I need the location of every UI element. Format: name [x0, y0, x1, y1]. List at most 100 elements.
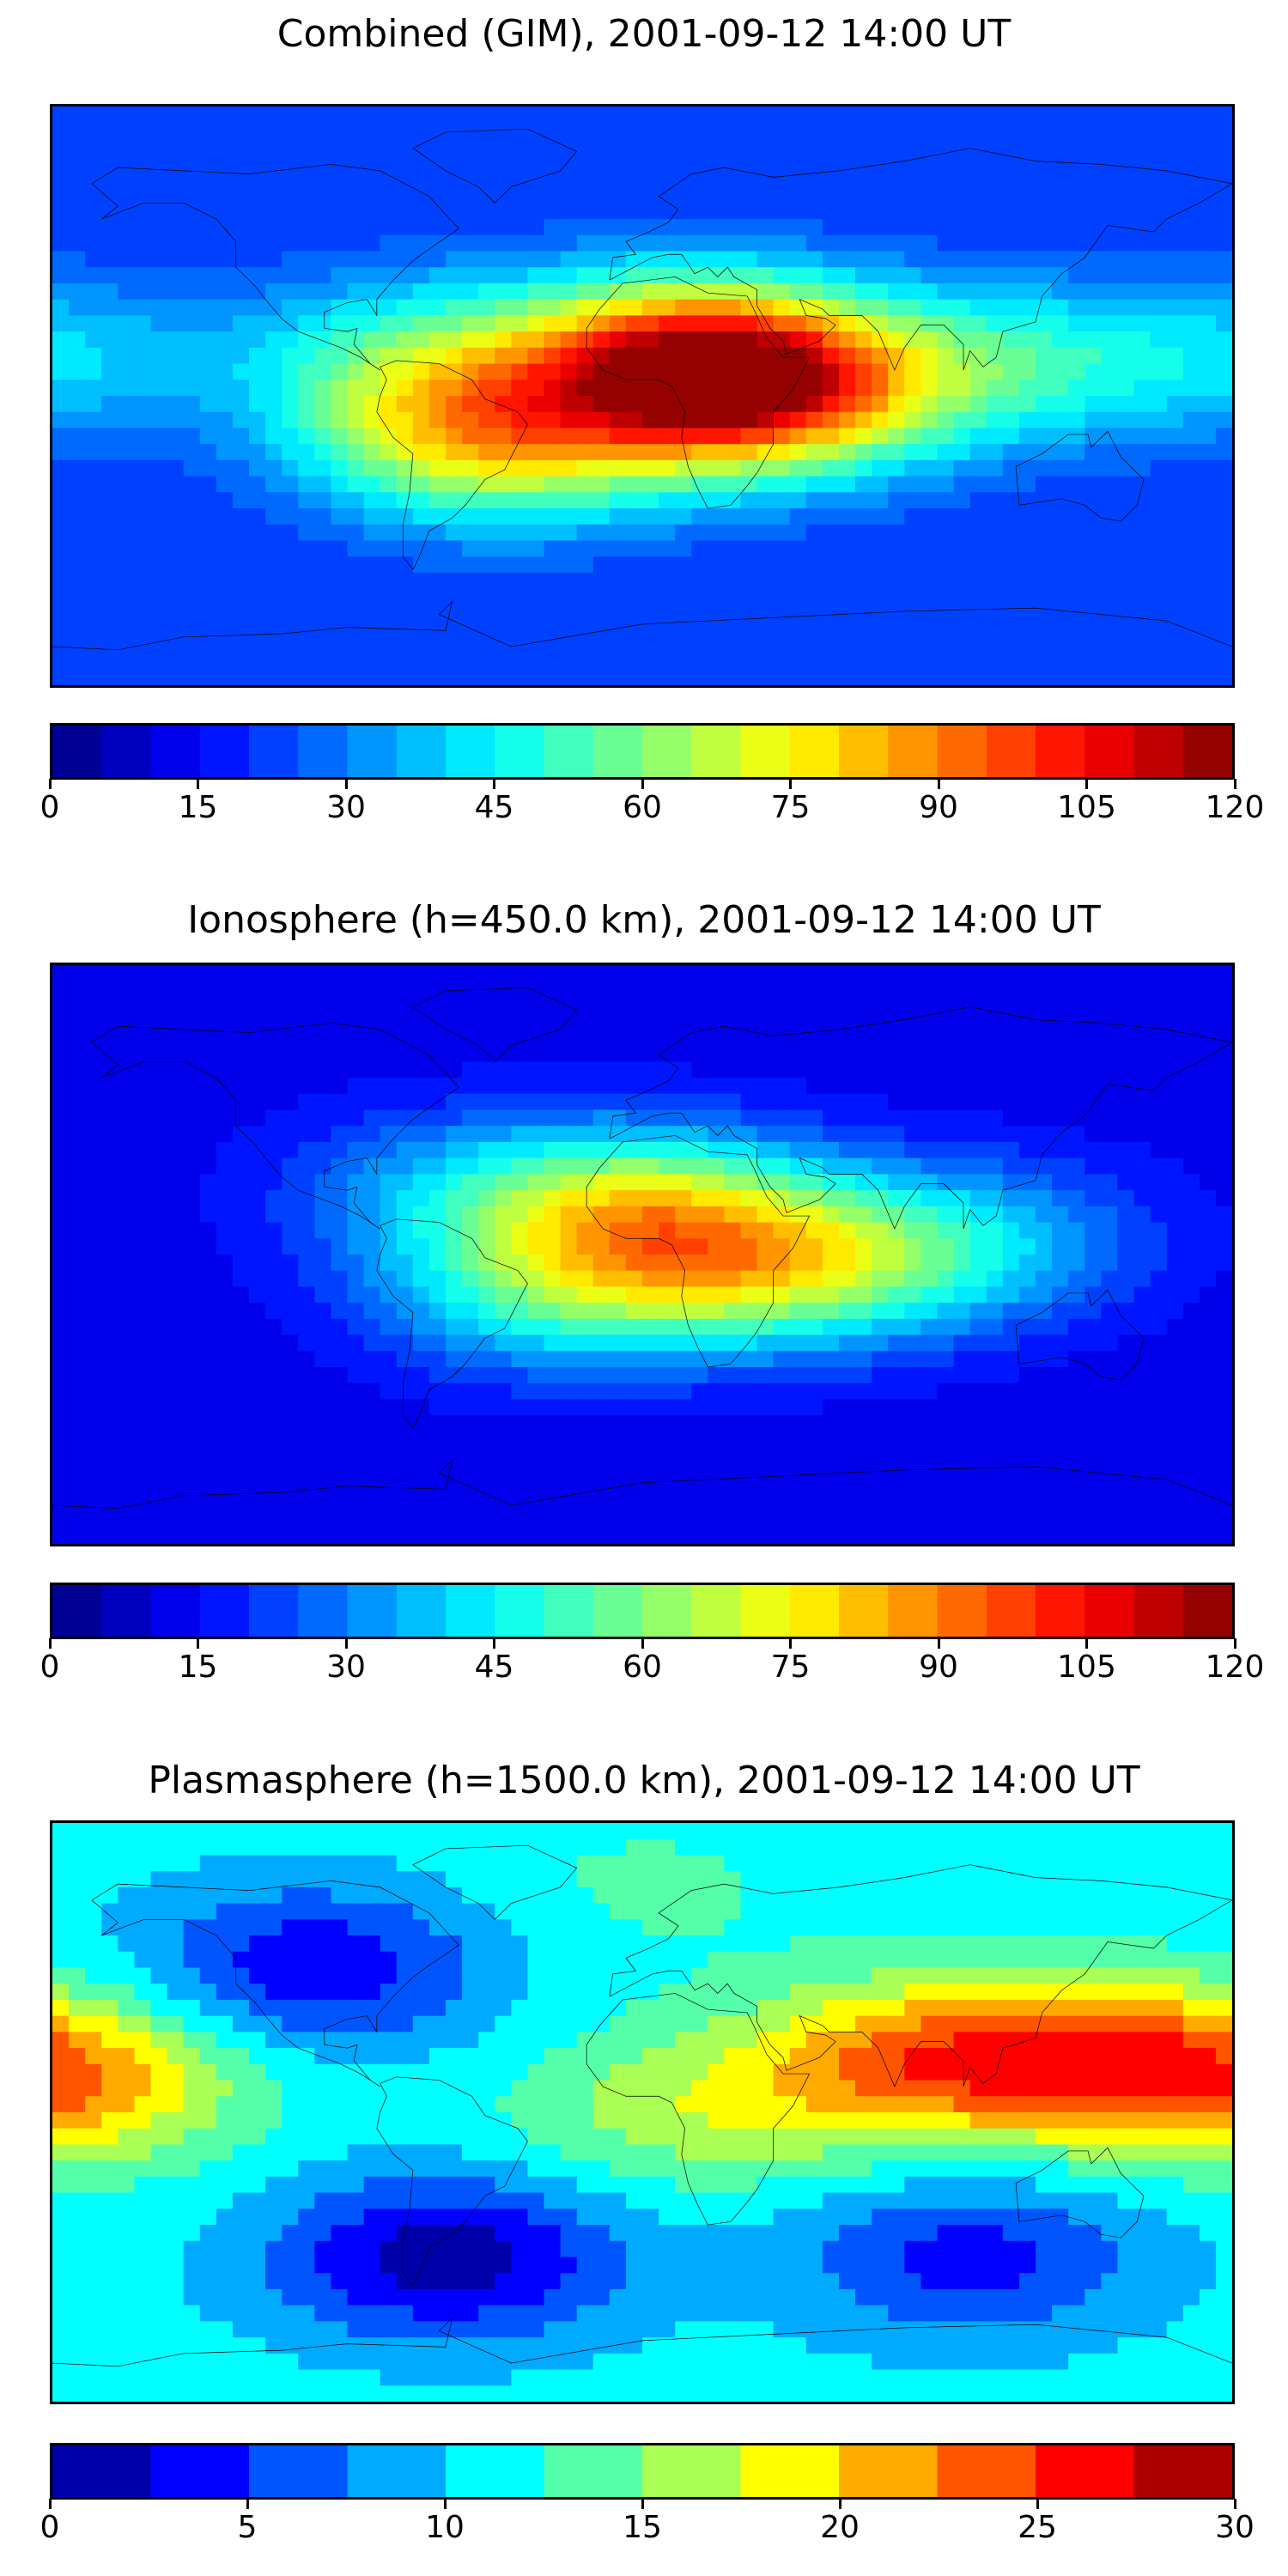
- tec-cell: [740, 1190, 758, 1207]
- tec-cell: [101, 428, 119, 446]
- tec-cell: [396, 1303, 414, 1321]
- tec-cell: [380, 1029, 398, 1047]
- tec-cell: [904, 347, 922, 365]
- tec-cell: [412, 1270, 431, 1288]
- tec-cell: [1150, 636, 1168, 654]
- tec-cell: [1150, 981, 1168, 999]
- tec-cell: [1018, 203, 1037, 221]
- tec-cell: [363, 981, 381, 999]
- tec-cell: [756, 636, 775, 654]
- tec-cell: [150, 1255, 168, 1272]
- tec-cell: [756, 106, 775, 124]
- tec-cell: [937, 444, 955, 462]
- tec-cell: [69, 219, 87, 236]
- tec-cell: [969, 524, 987, 542]
- tec-cell: [969, 363, 987, 381]
- tec-cell: [659, 459, 677, 477]
- tec-cell: [134, 1303, 152, 1321]
- tec-cell: [199, 981, 217, 999]
- tec-cell: [839, 219, 857, 236]
- tec-cell: [642, 997, 660, 1015]
- tec-cell: [576, 1399, 594, 1417]
- tec-cell: [380, 315, 398, 333]
- tec-cell: [642, 444, 660, 462]
- tec-cell: [740, 444, 758, 462]
- tec-cell: [1166, 299, 1184, 317]
- tec-cell: [282, 997, 300, 1015]
- tec-cell: [953, 1174, 971, 1192]
- tec-cell: [167, 428, 185, 446]
- tec-cell: [937, 572, 955, 590]
- tec-cell: [1036, 347, 1054, 365]
- tec-cell: [560, 1126, 578, 1144]
- tec-cell: [85, 1109, 103, 1127]
- tec-cell: [544, 621, 562, 638]
- tec-cell: [412, 1222, 431, 1240]
- tec-cell: [1002, 122, 1021, 140]
- tec-cell: [428, 605, 447, 623]
- tec-cell: [511, 1286, 529, 1304]
- tec-cell: [314, 106, 332, 124]
- tec-cell: [609, 1029, 628, 1047]
- tec-cell: [331, 315, 349, 333]
- tec-cell: [986, 1045, 1004, 1063]
- tec-cell: [527, 1222, 545, 1240]
- tec-cell: [642, 428, 660, 446]
- tec-cell: [199, 556, 217, 574]
- tec-cell: [1166, 122, 1184, 140]
- tec-cell: [101, 1431, 119, 1449]
- tec-cell: [52, 1029, 70, 1047]
- tec-cell: [1150, 1382, 1168, 1400]
- tec-cell: [298, 1222, 316, 1240]
- tec-cell: [232, 965, 251, 982]
- tec-cell: [937, 1255, 955, 1272]
- tec-cell: [609, 251, 628, 269]
- tec-cell: [920, 492, 939, 510]
- tec-cell: [904, 1109, 922, 1127]
- tec-cell: [691, 1078, 709, 1095]
- tec-cell: [1133, 347, 1151, 365]
- tec-cell: [363, 588, 381, 606]
- tec-cell: [118, 1479, 136, 1497]
- tec-cell: [544, 1367, 562, 1384]
- tec-cell: [592, 1431, 611, 1449]
- tec-cell: [724, 106, 742, 124]
- tec-cell: [69, 1061, 87, 1079]
- tec-cell: [708, 1399, 726, 1417]
- tec-cell: [232, 1093, 251, 1111]
- tec-cell: [478, 524, 496, 542]
- tec-cell: [953, 444, 971, 462]
- tec-cell: [428, 155, 447, 173]
- tec-cell: [363, 1463, 381, 1481]
- tec-cell: [592, 1351, 611, 1369]
- tec-cell: [1117, 1174, 1135, 1192]
- tec-cell: [118, 1045, 136, 1063]
- tec-cell: [363, 251, 381, 269]
- tec-cell: [265, 997, 283, 1015]
- tec-cell: [298, 1351, 316, 1369]
- tec-cell: [544, 492, 562, 510]
- tec-cell: [1199, 380, 1218, 398]
- tec-cell: [724, 1286, 742, 1304]
- tec-cell: [331, 1126, 349, 1144]
- tec-cell: [1084, 588, 1103, 606]
- tec-cell: [199, 1351, 217, 1369]
- tec-cell: [805, 605, 824, 623]
- tec-cell: [118, 540, 136, 558]
- tec-cell: [1182, 1157, 1200, 1176]
- tec-cell: [428, 1222, 447, 1240]
- tec-cell: [412, 380, 431, 398]
- tec-cell: [1166, 1367, 1184, 1384]
- tec-cell: [232, 1479, 251, 1497]
- tec-cell: [1018, 459, 1037, 477]
- tec-cell: [789, 155, 807, 173]
- tec-cell: [904, 524, 922, 542]
- tec-cell: [839, 444, 857, 462]
- tec-cell: [642, 1093, 660, 1111]
- tec-cell: [1117, 621, 1135, 638]
- tec-cell: [1068, 1334, 1086, 1352]
- tec-cell: [347, 588, 365, 606]
- tec-cell: [789, 492, 807, 510]
- tec-cell: [511, 556, 529, 574]
- tec-cell: [1133, 411, 1151, 429]
